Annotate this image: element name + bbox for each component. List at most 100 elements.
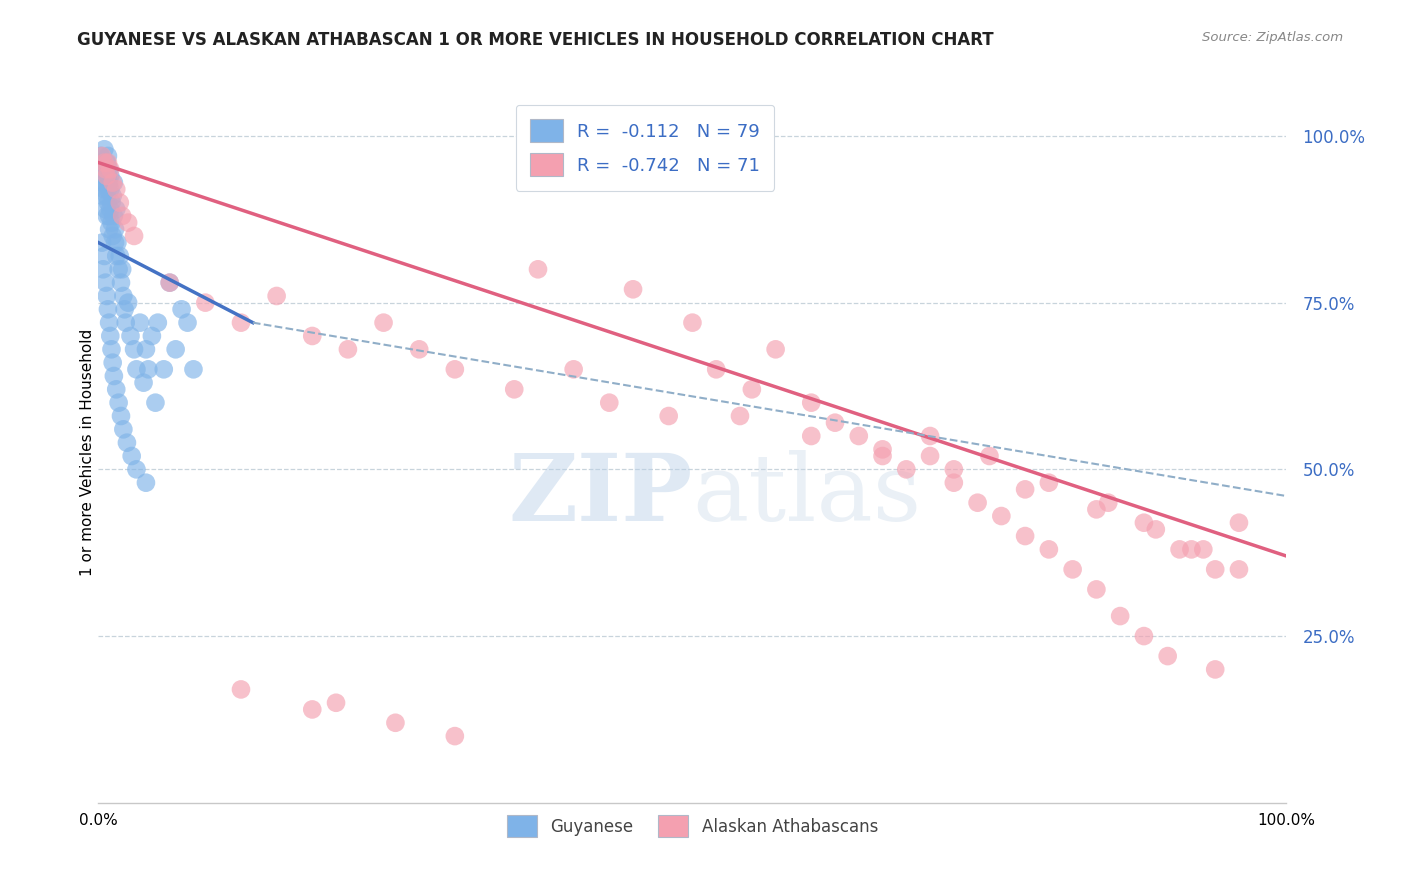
- Point: [94, 162, 117, 177]
- Point: [159, 276, 181, 290]
- Point: [135, 343, 157, 357]
- Point: [942, 462, 965, 476]
- Point: [527, 262, 550, 277]
- Point: [112, 422, 135, 436]
- Point: [91, 262, 114, 277]
- Point: [97, 155, 120, 169]
- Point: [741, 382, 763, 396]
- Point: [1204, 562, 1226, 576]
- Point: [165, 343, 187, 357]
- Point: [1097, 496, 1119, 510]
- Point: [122, 229, 145, 244]
- Point: [1180, 542, 1202, 557]
- Point: [1038, 475, 1060, 490]
- Text: Source: ZipAtlas.com: Source: ZipAtlas.com: [1202, 31, 1343, 45]
- Point: [103, 176, 125, 190]
- Point: [658, 409, 681, 423]
- Point: [920, 429, 942, 443]
- Point: [97, 302, 120, 317]
- Point: [107, 235, 129, 250]
- Point: [129, 316, 152, 330]
- Point: [93, 249, 115, 263]
- Point: [384, 715, 406, 730]
- Point: [194, 295, 217, 310]
- Point: [98, 169, 121, 183]
- Point: [1062, 562, 1084, 576]
- Point: [98, 222, 121, 236]
- Point: [1227, 562, 1250, 576]
- Point: [301, 702, 323, 716]
- Point: [91, 176, 114, 190]
- Point: [97, 169, 120, 183]
- Point: [100, 216, 122, 230]
- Point: [96, 169, 118, 183]
- Point: [872, 442, 894, 457]
- Point: [229, 316, 252, 330]
- Point: [94, 162, 117, 177]
- Point: [98, 176, 121, 190]
- Point: [117, 295, 139, 310]
- Point: [104, 222, 127, 236]
- Point: [100, 195, 122, 210]
- Point: [105, 182, 128, 196]
- Point: [108, 249, 131, 263]
- Point: [1227, 516, 1250, 530]
- Point: [765, 343, 787, 357]
- Point: [1204, 662, 1226, 676]
- Point: [1168, 542, 1191, 557]
- Text: atlas: atlas: [692, 450, 922, 540]
- Point: [146, 316, 169, 330]
- Point: [93, 142, 115, 156]
- Point: [93, 182, 115, 196]
- Point: [117, 216, 139, 230]
- Point: [96, 155, 118, 169]
- Point: [91, 149, 114, 163]
- Point: [108, 195, 131, 210]
- Point: [91, 155, 114, 169]
- Point: [97, 195, 120, 210]
- Point: [103, 369, 125, 384]
- Point: [96, 189, 118, 203]
- Point: [97, 149, 120, 163]
- Point: [97, 182, 120, 196]
- Point: [1038, 542, 1060, 557]
- Point: [90, 149, 112, 163]
- Point: [325, 696, 347, 710]
- Point: [98, 209, 121, 223]
- Point: [122, 343, 145, 357]
- Point: [800, 429, 823, 443]
- Point: [98, 182, 121, 196]
- Point: [91, 162, 114, 177]
- Point: [121, 449, 143, 463]
- Y-axis label: 1 or more Vehicles in Household: 1 or more Vehicles in Household: [80, 329, 94, 576]
- Point: [176, 316, 198, 330]
- Point: [101, 176, 124, 190]
- Point: [104, 235, 127, 250]
- Point: [824, 416, 846, 430]
- Point: [704, 362, 727, 376]
- Point: [1144, 522, 1167, 536]
- Point: [920, 449, 942, 463]
- Point: [942, 475, 965, 490]
- Point: [136, 362, 159, 376]
- Point: [1085, 582, 1108, 597]
- Point: [145, 395, 167, 409]
- Point: [800, 395, 823, 409]
- Point: [159, 276, 181, 290]
- Point: [91, 189, 114, 203]
- Point: [94, 202, 117, 217]
- Point: [93, 155, 115, 169]
- Point: [98, 162, 121, 177]
- Point: [301, 329, 323, 343]
- Point: [98, 329, 121, 343]
- Point: [93, 169, 115, 183]
- Point: [1014, 483, 1036, 497]
- Point: [444, 729, 467, 743]
- Point: [105, 249, 128, 263]
- Point: [979, 449, 1001, 463]
- Point: [336, 343, 359, 357]
- Point: [135, 475, 157, 490]
- Point: [111, 262, 134, 277]
- Point: [408, 343, 430, 357]
- Point: [101, 229, 124, 244]
